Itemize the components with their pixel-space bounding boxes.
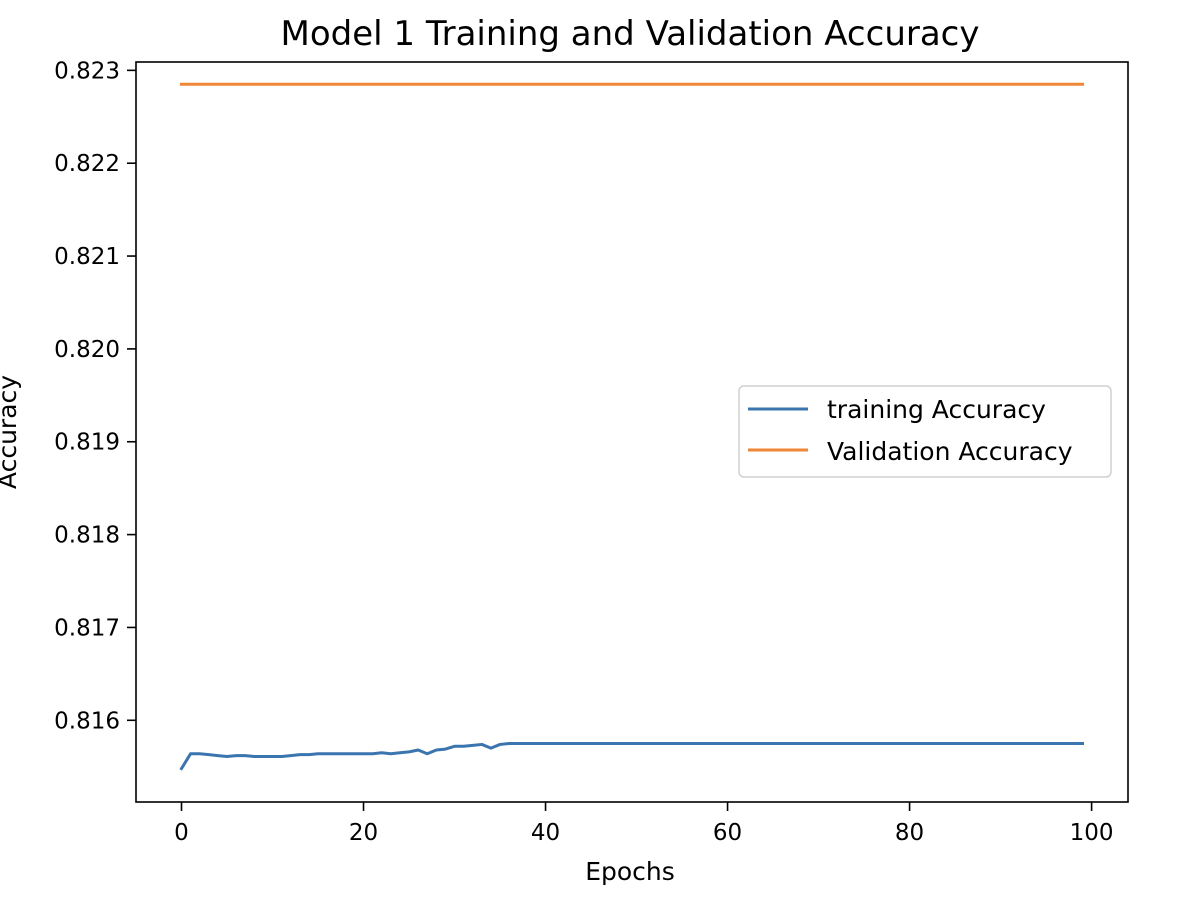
y-tick-label: 0.819: [54, 430, 120, 456]
chart-title: Model 1 Training and Validation Accuracy: [281, 14, 980, 54]
axis-ticks: 0 20 40 60 80 100 0.816 0.817 0.818 0.819 0.820 0.8…: [54, 58, 1113, 846]
y-tick-label: 0.818: [54, 523, 120, 549]
x-axis-label: Epochs: [585, 857, 675, 886]
x-tick-label: 0: [174, 820, 189, 846]
x-tick-label: 40: [531, 820, 560, 846]
y-tick-label: 0.820: [54, 337, 120, 363]
legend-box: [738, 385, 1112, 478]
y-tick-label: 0.821: [54, 244, 120, 270]
y-tick-label: 0.817: [54, 615, 120, 641]
y-tick-label: 0.822: [54, 151, 120, 177]
legend-label-validation: Validation Accuracy: [827, 437, 1073, 466]
training-accuracy-line: [179, 742, 1084, 771]
x-tick-label: 80: [895, 820, 924, 846]
plot-area-frame: [135, 61, 1129, 803]
y-axis-label: Accuracy: [0, 375, 22, 489]
x-tick-label: 100: [1070, 820, 1114, 846]
chart-legend: training Accuracy Validation Accuracy: [738, 385, 1112, 478]
legend-label-training: training Accuracy: [827, 395, 1046, 424]
x-tick-label: 60: [713, 820, 742, 846]
series-lines: [179, 82, 1084, 771]
x-tick-label: 20: [349, 820, 378, 846]
y-tick-label: 0.816: [54, 708, 120, 734]
y-tick-label: 0.823: [54, 58, 120, 84]
